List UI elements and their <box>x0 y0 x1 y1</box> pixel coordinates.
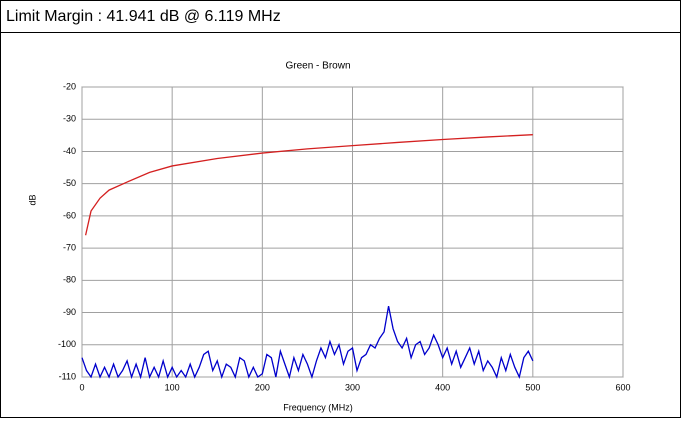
x-tick-label: 400 <box>435 382 450 392</box>
x-tick-label: 0 <box>79 382 84 392</box>
x-tick-label: 500 <box>525 382 540 392</box>
y-tick-label: -30 <box>63 114 76 124</box>
series-line <box>81 305 534 380</box>
y-tick-label: -110 <box>59 371 76 381</box>
chart-title: Green - Brown <box>285 61 350 72</box>
x-tick-label: 600 <box>615 382 630 392</box>
header-title: Limit Margin : 41.941 dB @ 6.119 MHz <box>6 8 281 25</box>
y-tick-label: -100 <box>58 339 76 349</box>
y-tick-label: -40 <box>63 146 76 156</box>
x-tick-label: 100 <box>165 382 180 392</box>
x-axis-label: Frequency (MHz) <box>283 402 353 412</box>
x-tick-label: 300 <box>345 382 360 392</box>
y-tick-label: -50 <box>63 178 76 188</box>
y-tick-label: -60 <box>63 210 76 220</box>
series-line <box>84 134 533 236</box>
y-tick-label: -20 <box>63 81 76 91</box>
x-tick-label: 200 <box>255 382 270 392</box>
y-tick-label: -90 <box>63 307 76 317</box>
y-axis-label: dB <box>27 194 37 205</box>
y-tick-label: -80 <box>63 275 76 285</box>
y-tick-label: -70 <box>63 242 76 252</box>
